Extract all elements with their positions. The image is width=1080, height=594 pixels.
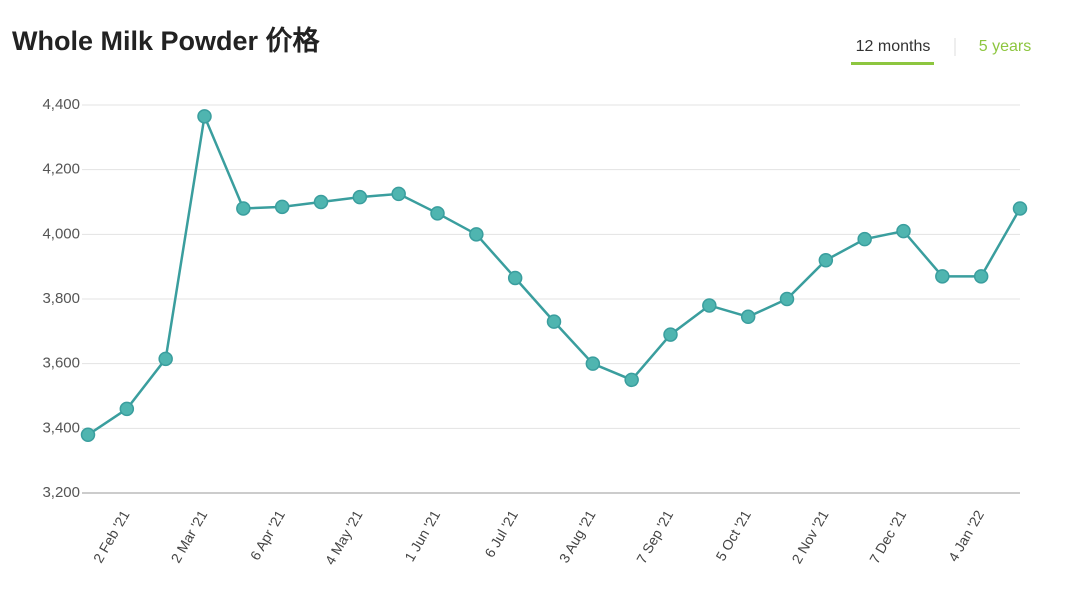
chart-title: Whole Milk Powder 价格 [12, 26, 321, 56]
x-tick-label: 2 Mar '21 [167, 507, 210, 565]
x-tick-label: 7 Sep '21 [633, 507, 676, 566]
x-tick-label: 4 May '21 [322, 507, 366, 567]
point [80, 427, 96, 443]
point [158, 351, 173, 367]
point [702, 298, 717, 313]
x-tick-label: 6 Apr '21 [247, 507, 288, 563]
point [624, 372, 639, 388]
point [391, 186, 406, 202]
y-tick-label: 3,400 [42, 419, 80, 436]
point [857, 231, 872, 247]
x-tick-label: 2 Nov '21 [788, 507, 831, 566]
x-tick-label: 2 Feb '21 [90, 507, 133, 565]
y-tick-label: 3,800 [42, 290, 80, 307]
y-tick-label: 3,600 [42, 355, 80, 372]
y-tick-label: 4,400 [42, 96, 80, 113]
point [507, 270, 523, 286]
x-tick-label: 6 Jul '21 [481, 507, 521, 560]
point [935, 269, 950, 284]
y-tick-label: 4,000 [42, 225, 80, 242]
point [896, 223, 911, 239]
point [352, 189, 368, 205]
active-underline [851, 62, 934, 65]
point [1012, 201, 1028, 216]
point [546, 314, 562, 329]
toggle-12-months[interactable]: 12 months [856, 38, 931, 55]
point [740, 309, 756, 325]
series-line [87, 111, 1022, 436]
toggle-5-years[interactable]: 5 years [979, 38, 1031, 55]
x-tick-label: 7 Dec '21 [866, 507, 909, 566]
point [585, 356, 601, 371]
point [779, 291, 795, 307]
point [430, 206, 445, 221]
point [236, 201, 251, 216]
point [197, 109, 212, 124]
x-tick-label: 4 Jan '22 [945, 507, 987, 564]
point [818, 252, 834, 268]
x-tick-label: 1 Jun '21 [401, 507, 443, 564]
point [663, 327, 678, 342]
point [274, 199, 290, 215]
y-tick-label: 3,200 [42, 484, 80, 501]
point [119, 401, 135, 417]
point [313, 194, 329, 210]
point [469, 227, 484, 242]
point [973, 269, 989, 284]
y-tick-label: 4,200 [42, 161, 80, 178]
x-tick-label: 5 Oct '21 [712, 507, 754, 563]
x-tick-label: 3 Aug '21 [556, 507, 599, 565]
